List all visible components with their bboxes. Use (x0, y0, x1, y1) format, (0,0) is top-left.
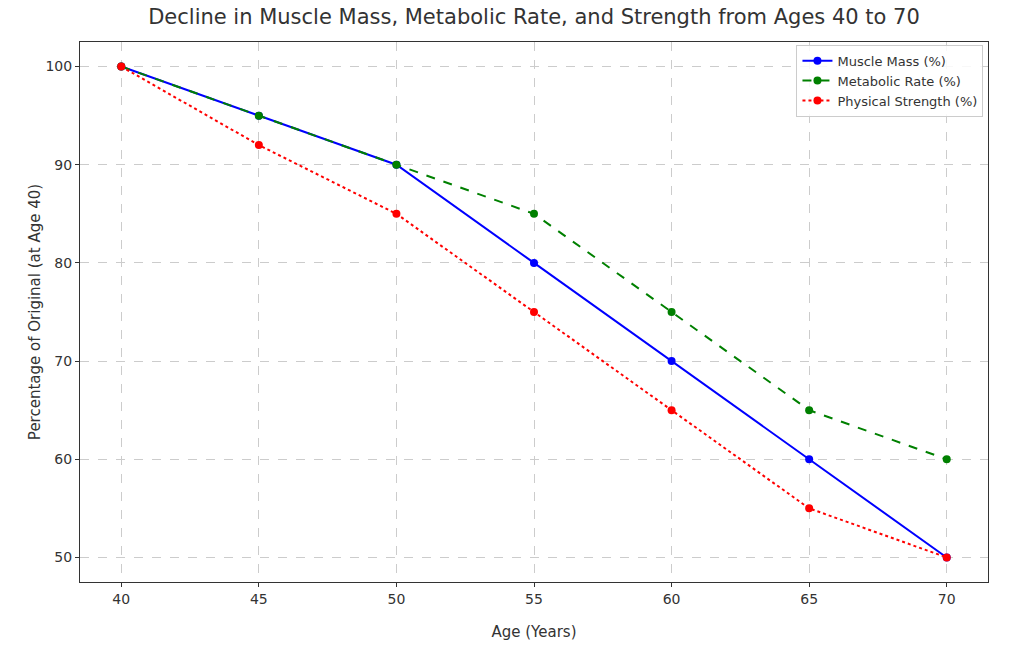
svg-text:Percentage of Original (at Age: Percentage of Original (at Age 40) (26, 184, 44, 440)
svg-text:Muscle Mass (%): Muscle Mass (%) (837, 54, 945, 69)
svg-text:80: 80 (54, 255, 72, 271)
svg-text:50: 50 (388, 591, 406, 607)
svg-text:Age (Years): Age (Years) (491, 623, 576, 641)
svg-text:Metabolic Rate (%): Metabolic Rate (%) (837, 74, 960, 89)
svg-text:60: 60 (663, 591, 681, 607)
svg-text:40: 40 (112, 591, 130, 607)
svg-text:50: 50 (54, 549, 72, 565)
svg-text:60: 60 (54, 451, 72, 467)
svg-text:55: 55 (525, 591, 543, 607)
svg-text:Physical Strength (%): Physical Strength (%) (837, 94, 977, 109)
svg-text:100: 100 (45, 58, 72, 74)
svg-text:45: 45 (250, 591, 268, 607)
svg-text:Decline in Muscle Mass, Metabo: Decline in Muscle Mass, Metabolic Rate, … (148, 5, 920, 29)
svg-text:70: 70 (54, 353, 72, 369)
svg-text:90: 90 (54, 157, 72, 173)
svg-text:65: 65 (800, 591, 818, 607)
svg-text:70: 70 (938, 591, 956, 607)
